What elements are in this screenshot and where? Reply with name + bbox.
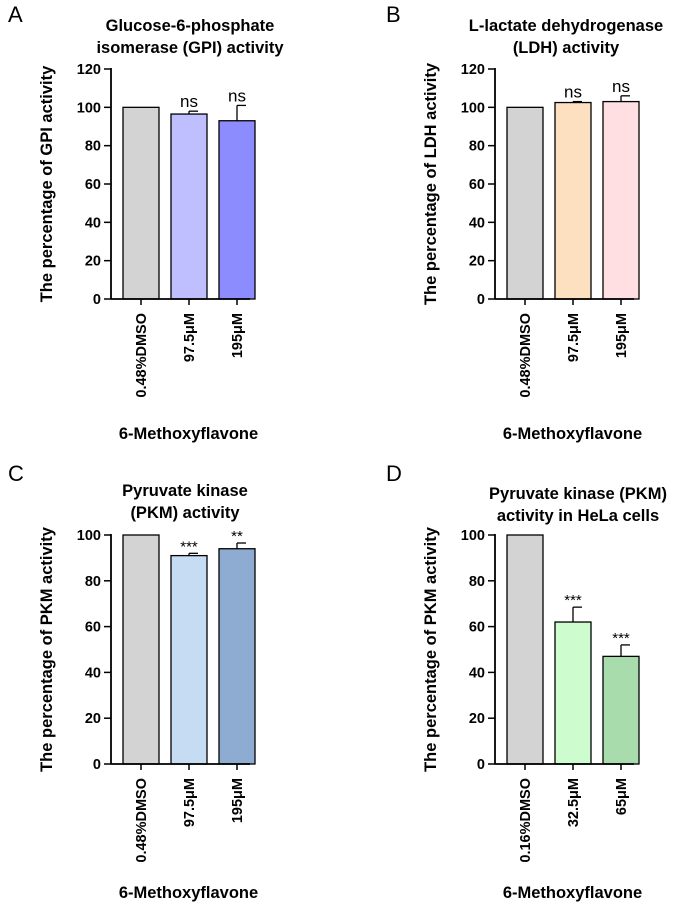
x-tick-label: 0.16%DMSO <box>518 778 534 863</box>
y-axis-label: The percentage of PKM activity <box>422 526 440 772</box>
y-tick-label: 20 <box>469 711 485 727</box>
x-tick-label: 0.48%DMSO <box>134 778 150 863</box>
y-tick-label: 100 <box>77 100 101 116</box>
chart-title: (LDH) activity <box>513 39 620 57</box>
y-tick-label: 40 <box>85 215 101 231</box>
significance-label: ** <box>231 528 243 545</box>
bar-2 <box>170 113 208 300</box>
y-tick-label: 120 <box>461 62 485 78</box>
y-tick-label: 0 <box>477 292 485 308</box>
significance-label: *** <box>180 538 198 555</box>
significance-label: ns <box>612 77 630 96</box>
panel-b: B L-lactate dehydrogenase (LDH) activity Th… <box>386 2 663 443</box>
y-axis-label: The percentage of GPI activity <box>38 65 56 302</box>
x-tick-label: 97.5μM <box>566 313 582 362</box>
y-tick-label: 60 <box>85 177 101 193</box>
y-tick-label: 20 <box>469 254 485 270</box>
chart-title: L-lactate dehydrogenase <box>469 17 663 35</box>
y-tick-label: 80 <box>85 139 101 155</box>
y-tick-label: 80 <box>469 574 485 590</box>
x-tick-label: 97.5μM <box>182 778 198 827</box>
significance-label: ns <box>228 86 246 105</box>
bar-1 <box>122 106 160 300</box>
bar-3 <box>602 655 640 765</box>
significance-label: ns <box>180 92 198 111</box>
x-tick-label: 97.5μM <box>182 313 198 362</box>
bar-2 <box>554 101 592 300</box>
bar-3 <box>218 120 256 300</box>
y-tick-label: 0 <box>477 757 485 773</box>
bar-3 <box>218 548 256 765</box>
x-tick-label: 0.48%DMSO <box>518 313 534 398</box>
y-tick-label: 80 <box>469 139 485 155</box>
chart-title: Glucose-6-phosphate <box>106 17 275 35</box>
y-tick-label: 100 <box>77 528 101 544</box>
panel-d: D Pyruvate kinase (PKM) activity in HeLa c… <box>386 461 667 902</box>
x-tick-label: 195μM <box>230 778 246 823</box>
y-tick-label: 60 <box>469 620 485 636</box>
x-tick-label: 195μM <box>230 313 246 358</box>
x-tick-label: 65μM <box>614 778 630 815</box>
chart-title: Pyruvate kinase (PKM) <box>489 485 667 503</box>
bar-3 <box>602 100 640 300</box>
y-axis-label: The percentage of PKM activity <box>38 526 56 772</box>
y-tick-label: 0 <box>93 757 101 773</box>
significance-label: ns <box>564 83 582 102</box>
panel-c: C Pyruvate kinase (PKM) activity The percen… <box>8 461 258 902</box>
y-tick-label: 40 <box>85 665 101 681</box>
y-axis-label: The percentage of LDH activity <box>422 62 440 305</box>
y-tick-label: 40 <box>469 215 485 231</box>
panel-label: C <box>8 461 24 486</box>
chart-title: (PKM) activity <box>130 504 240 522</box>
x-tick-label: 195μM <box>614 313 630 358</box>
y-tick-label: 60 <box>85 620 101 636</box>
bar-1 <box>506 106 544 300</box>
y-tick-label: 0 <box>93 292 101 308</box>
y-tick-label: 20 <box>85 254 101 270</box>
y-tick-label: 100 <box>461 100 485 116</box>
y-tick-label: 100 <box>461 528 485 544</box>
x-tick-label: 0.48%DMSO <box>134 313 150 398</box>
chart-title: isomerase (GPI) activity <box>96 39 284 57</box>
y-tick-label: 40 <box>469 665 485 681</box>
panel-label: A <box>8 2 23 27</box>
y-tick-label: 80 <box>85 574 101 590</box>
bar-1 <box>506 534 544 765</box>
chart-title: Pyruvate kinase <box>122 482 248 500</box>
bar-2 <box>170 554 208 765</box>
chart-title: activity in HeLa cells <box>497 507 659 525</box>
significance-label: *** <box>564 592 582 609</box>
x-axis-label: 6-Methoxyflavone <box>503 425 642 443</box>
panel-label: D <box>386 461 402 486</box>
bar-2 <box>554 621 592 765</box>
y-tick-label: 60 <box>469 177 485 193</box>
x-axis-label: 6-Methoxyflavone <box>503 884 642 902</box>
y-tick-label: 20 <box>85 711 101 727</box>
x-tick-label: 32.5μM <box>566 778 582 827</box>
panel-label: B <box>386 2 401 27</box>
x-axis-label: 6-Methoxyflavone <box>119 884 258 902</box>
x-axis-label: 6-Methoxyflavone <box>119 425 258 443</box>
panel-a: A Glucose-6-phosphate isomerase (GPI) acti… <box>8 2 284 443</box>
significance-label: *** <box>612 630 630 647</box>
bar-1 <box>122 534 160 765</box>
y-tick-label: 120 <box>77 62 101 78</box>
